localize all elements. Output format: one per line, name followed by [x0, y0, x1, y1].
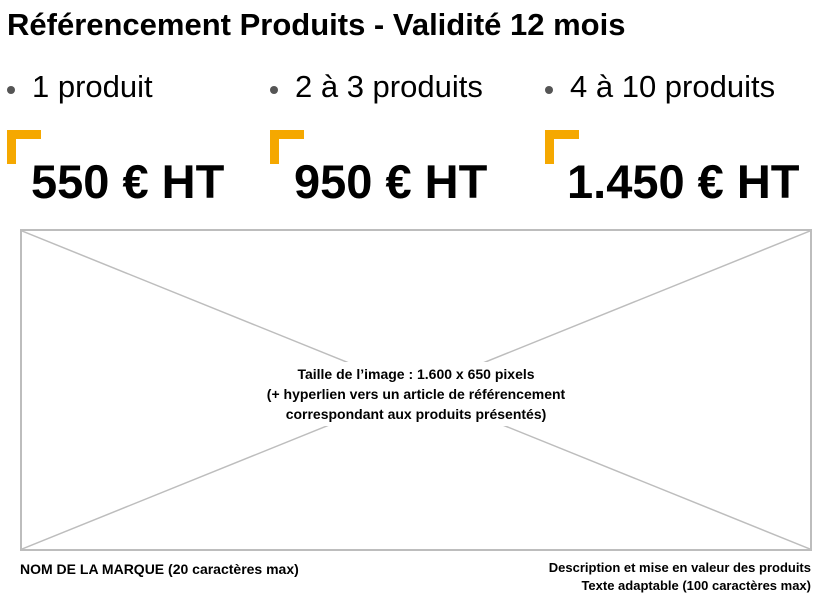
description-line: Texte adaptable (100 caractères max): [581, 578, 811, 593]
corner-bracket-icon: [7, 130, 41, 164]
corner-bracket-icon: [270, 130, 304, 164]
image-note-line: (+ hyperlien vers un article de référenc…: [266, 386, 566, 402]
tier-3: 4 à 10 produits 1.450 € HT: [545, 68, 800, 208]
tier-price: 950 € HT: [294, 155, 488, 208]
bullet-icon: [545, 86, 553, 94]
image-placeholder: Taille de l’image : 1.600 x 650 pixels (…: [20, 229, 812, 551]
product-description: Description et mise en valeur des produi…: [549, 559, 811, 595]
page-title: Référencement Produits - Validité 12 moi…: [7, 7, 626, 42]
tier-1: 1 produit 550 € HT: [7, 68, 224, 208]
brand-name: NOM DE LA MARQUE (20 caractères max): [20, 561, 299, 577]
tier-price: 550 € HT: [31, 155, 225, 208]
corner-bracket-icon: [545, 130, 579, 164]
tier-price: 1.450 € HT: [567, 155, 800, 208]
image-note-line: Taille de l’image : 1.600 x 650 pixels: [297, 366, 535, 382]
bullet-icon: [7, 86, 15, 94]
bullet-icon: [270, 86, 278, 94]
tier-label: 1 produit: [32, 69, 153, 104]
image-size-note: Taille de l’image : 1.600 x 650 pixels (…: [198, 362, 634, 426]
description-line: Description et mise en valeur des produi…: [548, 560, 811, 575]
tier-label: 4 à 10 produits: [570, 69, 776, 104]
tier-2: 2 à 3 produits 950 € HT: [270, 68, 487, 208]
image-note-line: correspondant aux produits présentés): [285, 406, 547, 422]
tier-label: 2 à 3 produits: [295, 69, 483, 104]
